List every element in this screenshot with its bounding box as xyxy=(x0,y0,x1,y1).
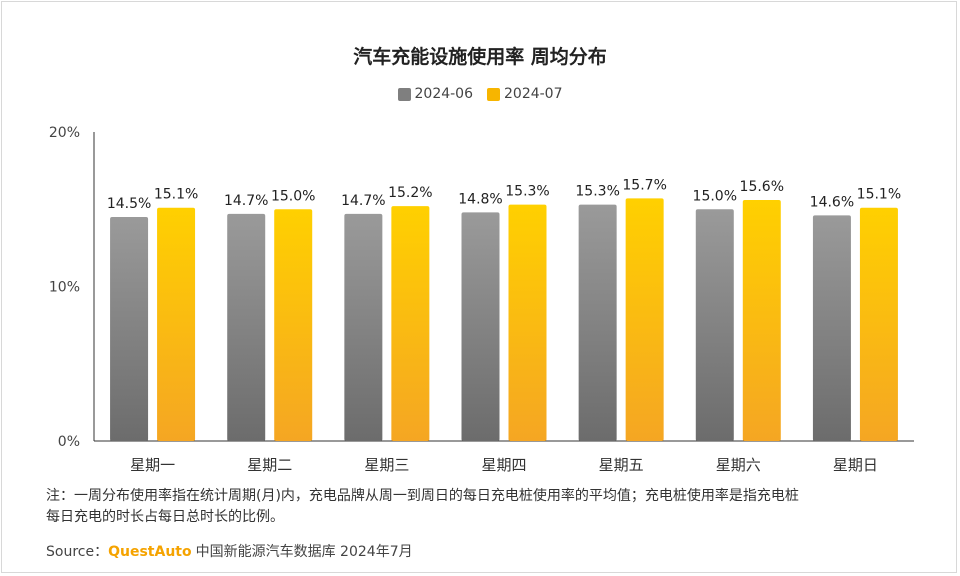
bar-2024-07-4 xyxy=(508,204,547,441)
source-label: Source： xyxy=(46,544,109,560)
bar-2024-06-7 xyxy=(812,215,851,441)
x-tick-label: 星期六 xyxy=(716,456,761,474)
x-tick-label: 星期四 xyxy=(481,456,526,474)
bar-2024-06-5 xyxy=(578,204,617,441)
y-tick-label: 20% xyxy=(49,125,80,141)
bar-value-label: 15.2% xyxy=(388,185,432,201)
bar-value-label: 15.7% xyxy=(622,177,666,193)
legend-item-2024-06: 2024-06 xyxy=(397,86,474,102)
x-tick-label: 星期日 xyxy=(833,456,878,474)
legend-item-2024-07: 2024-07 xyxy=(487,86,563,102)
footnote-line-2: 每日充电的时长占每日总时长的比例。 xyxy=(46,509,284,525)
bar-value-label: 15.0% xyxy=(271,188,315,204)
x-tick-label: 星期五 xyxy=(599,456,644,474)
bar-2024-07-1 xyxy=(157,207,196,441)
x-tick-label: 星期二 xyxy=(247,456,292,474)
bar-2024-06-1 xyxy=(110,216,149,441)
y-tick-label: 10% xyxy=(49,280,80,296)
bar-2024-06-3 xyxy=(344,213,383,441)
legend-label-2024-06: 2024-06 xyxy=(414,86,474,102)
bar-2024-07-6 xyxy=(742,199,781,441)
bar-value-label: 15.3% xyxy=(505,184,549,200)
legend: 2024-06 2024-07 xyxy=(0,86,960,102)
y-tick-label: 0% xyxy=(58,434,80,450)
chart-title: 汽车充能设施使用率 周均分布 xyxy=(353,46,607,68)
bar-2024-07-3 xyxy=(391,206,430,441)
bar-2024-06-2 xyxy=(227,213,266,441)
bar-2024-06-4 xyxy=(461,212,500,441)
bar-value-label: 14.6% xyxy=(810,194,854,210)
bar-value-label: 15.1% xyxy=(154,187,198,203)
bar-2024-06-6 xyxy=(695,209,734,441)
bar-value-label: 14.8% xyxy=(458,191,502,207)
bar-value-label: 14.5% xyxy=(107,196,151,212)
bar-value-label: 14.7% xyxy=(224,193,268,209)
bar-2024-07-7 xyxy=(859,207,898,441)
source-line: Source： QuestAuto 中国新能源汽车数据库 2024年7月 xyxy=(46,541,413,561)
source-brand: QuestAuto xyxy=(108,544,192,560)
source-text: 中国新能源汽车数据库 2024年7月 xyxy=(195,544,413,560)
footnote-line-1: 注：一周分布使用率指在统计周期(月)内，充电品牌从周一到周日的每日充电桩使用率的… xyxy=(46,488,799,504)
bar-value-label: 14.7% xyxy=(341,193,385,209)
legend-swatch-gray xyxy=(397,87,411,101)
bar-2024-07-2 xyxy=(274,209,313,441)
x-tick-label: 星期三 xyxy=(364,456,409,474)
bar-value-label: 15.0% xyxy=(693,188,737,204)
bar-value-label: 15.3% xyxy=(575,184,619,200)
x-tick-label: 星期一 xyxy=(130,456,175,474)
bar-2024-07-5 xyxy=(625,198,664,441)
bar-value-label: 15.1% xyxy=(857,187,901,203)
bar-value-label: 15.6% xyxy=(740,179,784,195)
legend-label-2024-07: 2024-07 xyxy=(504,86,563,102)
legend-swatch-gold xyxy=(487,87,500,101)
